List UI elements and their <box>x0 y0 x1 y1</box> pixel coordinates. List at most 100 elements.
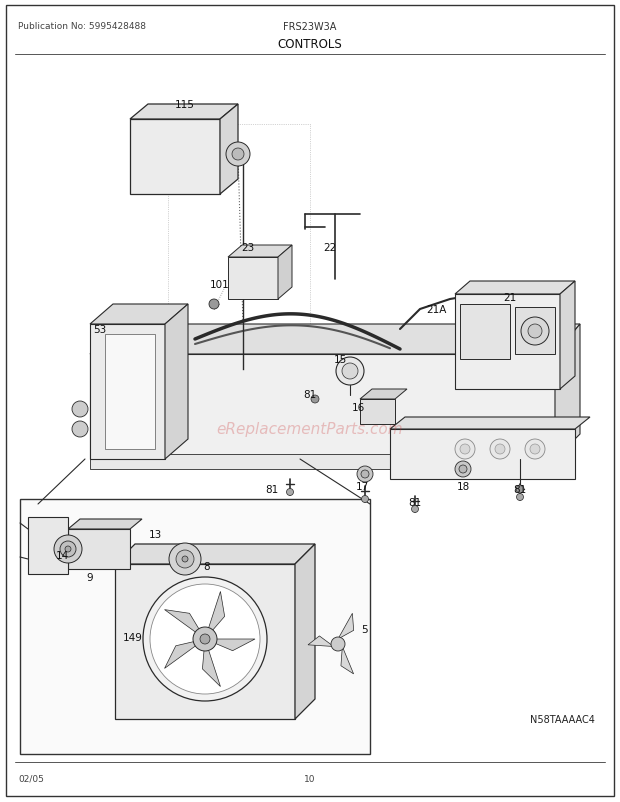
Circle shape <box>226 143 250 167</box>
Circle shape <box>331 638 345 651</box>
Polygon shape <box>341 646 353 674</box>
Text: 16: 16 <box>352 403 365 412</box>
Polygon shape <box>295 545 315 719</box>
Circle shape <box>143 577 267 701</box>
Text: FRS23W3A: FRS23W3A <box>283 22 337 32</box>
Polygon shape <box>90 305 188 325</box>
Bar <box>20 500 370 754</box>
Text: 53: 53 <box>94 325 107 334</box>
Circle shape <box>60 541 76 557</box>
Polygon shape <box>164 610 205 639</box>
Text: 5: 5 <box>361 624 368 634</box>
Circle shape <box>182 557 188 562</box>
Polygon shape <box>560 282 575 390</box>
Polygon shape <box>90 354 555 460</box>
Circle shape <box>150 585 260 695</box>
Circle shape <box>176 550 194 569</box>
Circle shape <box>169 543 201 575</box>
Polygon shape <box>130 119 220 195</box>
Circle shape <box>459 465 467 473</box>
Text: 17: 17 <box>355 481 369 492</box>
Polygon shape <box>205 639 255 651</box>
Text: 15: 15 <box>334 354 347 365</box>
Polygon shape <box>130 105 238 119</box>
Text: 21: 21 <box>503 293 516 302</box>
Text: 149: 149 <box>123 632 143 642</box>
Polygon shape <box>68 529 130 569</box>
Text: 10: 10 <box>304 774 316 783</box>
Circle shape <box>336 358 364 386</box>
Circle shape <box>455 439 475 460</box>
Circle shape <box>412 506 418 512</box>
Circle shape <box>528 325 542 338</box>
Circle shape <box>357 467 373 482</box>
Circle shape <box>460 444 470 455</box>
Circle shape <box>361 471 369 479</box>
Polygon shape <box>90 325 165 460</box>
Circle shape <box>495 444 505 455</box>
Circle shape <box>521 318 549 346</box>
Polygon shape <box>555 325 580 460</box>
Circle shape <box>525 439 545 460</box>
Polygon shape <box>205 592 224 639</box>
Circle shape <box>193 627 217 651</box>
Polygon shape <box>390 418 590 429</box>
Polygon shape <box>115 545 315 565</box>
Polygon shape <box>105 334 155 449</box>
Circle shape <box>342 363 358 379</box>
Text: CONTROLS: CONTROLS <box>278 38 342 51</box>
Polygon shape <box>164 639 205 669</box>
Circle shape <box>232 149 244 160</box>
Circle shape <box>361 496 368 503</box>
Text: 101: 101 <box>210 280 230 290</box>
Polygon shape <box>68 520 142 529</box>
Text: 21A: 21A <box>426 305 446 314</box>
Text: 81: 81 <box>513 484 526 494</box>
Circle shape <box>200 634 210 644</box>
Text: 115: 115 <box>175 100 195 110</box>
Circle shape <box>209 300 219 310</box>
Polygon shape <box>228 257 278 300</box>
Circle shape <box>311 395 319 403</box>
Polygon shape <box>90 455 555 469</box>
Text: 23: 23 <box>241 243 255 253</box>
Text: eReplacementParts.com: eReplacementParts.com <box>216 422 404 437</box>
Text: 13: 13 <box>148 529 162 539</box>
Circle shape <box>286 489 293 496</box>
Circle shape <box>530 444 540 455</box>
Polygon shape <box>338 614 353 639</box>
Polygon shape <box>455 294 560 390</box>
Text: 02/05: 02/05 <box>18 774 44 783</box>
Text: 18: 18 <box>456 481 469 492</box>
Polygon shape <box>228 245 292 257</box>
Text: 8: 8 <box>204 561 210 571</box>
Circle shape <box>516 494 523 501</box>
Circle shape <box>72 422 88 437</box>
Polygon shape <box>278 245 292 300</box>
Text: 81: 81 <box>265 484 278 494</box>
Text: 22: 22 <box>324 243 337 253</box>
Text: 14: 14 <box>55 550 69 561</box>
Circle shape <box>65 546 71 553</box>
Polygon shape <box>220 105 238 195</box>
Text: N58TAAAAC4: N58TAAAAC4 <box>530 714 595 724</box>
Polygon shape <box>455 282 575 294</box>
Polygon shape <box>28 517 68 574</box>
Circle shape <box>490 439 510 460</box>
Text: 81: 81 <box>409 497 422 508</box>
Polygon shape <box>460 305 510 359</box>
Text: 9: 9 <box>87 573 94 582</box>
Polygon shape <box>390 429 575 480</box>
Polygon shape <box>308 636 334 646</box>
Text: Publication No: 5995428488: Publication No: 5995428488 <box>18 22 146 31</box>
Circle shape <box>455 461 471 477</box>
Circle shape <box>72 402 88 418</box>
Polygon shape <box>90 325 580 354</box>
Polygon shape <box>360 399 395 424</box>
Polygon shape <box>115 565 295 719</box>
Circle shape <box>516 485 524 493</box>
Polygon shape <box>165 305 188 460</box>
Polygon shape <box>515 308 555 354</box>
Polygon shape <box>360 390 407 399</box>
Polygon shape <box>202 639 221 687</box>
